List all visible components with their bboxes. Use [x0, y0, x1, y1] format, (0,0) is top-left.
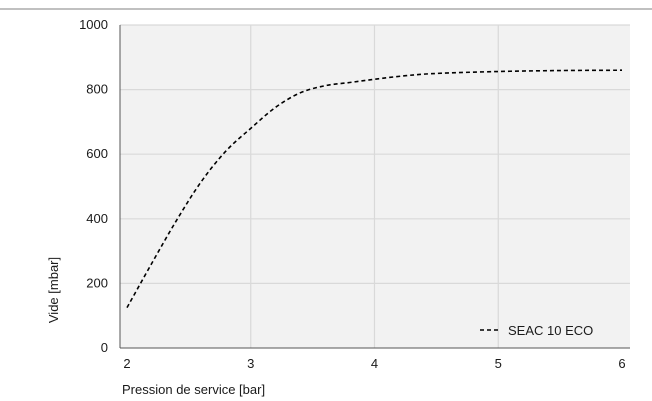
x-tick-label: 3	[247, 356, 254, 371]
x-tick-label: 2	[123, 356, 130, 371]
y-tick-label: 400	[86, 211, 108, 226]
y-tick-label: 800	[86, 82, 108, 97]
y-tick-label: 200	[86, 275, 108, 290]
x-axis-title: Pression de service [bar]	[122, 382, 265, 397]
y-tick-label: 1000	[79, 17, 108, 32]
grid-lines	[120, 24, 630, 348]
x-tick-labels: 2 3 4 5 6	[123, 356, 625, 371]
legend: SEAC 10 ECO	[480, 323, 593, 338]
y-tick-label: 600	[86, 146, 108, 161]
x-tick-label: 4	[371, 356, 378, 371]
x-tick-label: 5	[495, 356, 502, 371]
y-tick-labels: 0 200 400 600 800 1000	[79, 17, 108, 355]
legend-label-seac-10-eco: SEAC 10 ECO	[508, 323, 593, 338]
y-axis-title: Vide [mbar]	[46, 257, 61, 323]
x-tick-label: 6	[618, 356, 625, 371]
y-tick-label: 0	[101, 340, 108, 355]
